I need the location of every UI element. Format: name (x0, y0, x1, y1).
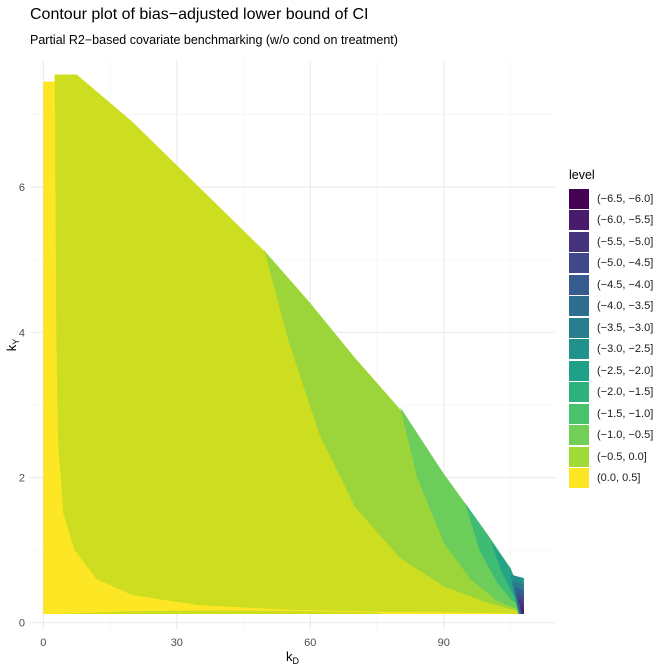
legend-label: (−5.5, −5.0] (597, 235, 654, 248)
x-tick-label: 0 (40, 637, 46, 649)
legend-swatch (569, 382, 589, 403)
legend-label: (−4.5, −4.0] (597, 278, 654, 291)
legend-item: (−6.0, −5.5] (569, 210, 653, 232)
region-lower-band (56, 610, 382, 614)
legend: level (−6.5, −6.0] (−6.0, −5.5] (−5.5, −5.… (569, 168, 653, 489)
x-tick-label: 60 (304, 637, 316, 649)
legend-swatch (569, 231, 589, 252)
legend-swatch (569, 296, 589, 317)
legend-swatch (569, 188, 589, 209)
legend-label: (−4.0, −3.5] (597, 300, 654, 313)
x-tick-label: 90 (438, 637, 450, 649)
legend-item: (−4.0, −3.5] (569, 296, 653, 318)
x-axis-label-subscript: D (293, 656, 300, 666)
legend-swatch (569, 403, 589, 424)
legend-swatch (569, 468, 589, 489)
legend-swatch (569, 317, 589, 338)
legend-swatch (569, 360, 589, 381)
legend-item: (−4.5, −4.0] (569, 274, 653, 296)
legend-item: (−2.0, −1.5] (569, 382, 653, 404)
tick-labels: 0 30 60 90 0 2 4 6 (19, 182, 450, 649)
y-tick-label: 6 (19, 182, 25, 194)
legend-swatch (569, 253, 589, 274)
legend-label: (−0.5, 0.0] (597, 450, 647, 463)
legend-label: (−6.5, −6.0] (597, 192, 654, 205)
legend-item: (−1.0, −0.5] (569, 425, 653, 447)
legend-items: (−6.5, −6.0] (−6.0, −5.5] (−5.5, −5.0] (−5.… (569, 188, 653, 489)
legend-label: (−1.5, −1.0] (597, 407, 654, 420)
legend-label: (0.0, 0.5] (597, 472, 641, 485)
legend-item: (−0.5, 0.0] (569, 446, 653, 468)
y-axis-label: kY (4, 339, 21, 352)
legend-label: (−3.5, −3.0] (597, 321, 654, 334)
legend-swatch (569, 339, 589, 360)
legend-label: (−5.0, −4.5] (597, 257, 654, 270)
legend-swatch (569, 446, 589, 467)
contour-regions (43, 74, 524, 615)
legend-label: (−2.0, −1.5] (597, 386, 654, 399)
legend-item: (−3.5, −3.0] (569, 317, 653, 339)
y-axis-label-subscript: Y (11, 339, 21, 345)
legend-item: (−5.0, −4.5] (569, 253, 653, 275)
y-tick-label: 0 (19, 618, 25, 630)
region-deep-6 (520, 605, 524, 614)
legend-label: (−3.0, −2.5] (597, 343, 654, 356)
legend-title: level (569, 168, 595, 182)
legend-item: (0.0, 0.5] (569, 468, 653, 490)
legend-item: (−5.5, −5.0] (569, 231, 653, 253)
legend-swatch (569, 425, 589, 446)
legend-item: (−3.0, −2.5] (569, 339, 653, 361)
legend-label: (−2.5, −2.0] (597, 364, 654, 377)
y-tick-label: 2 (19, 473, 25, 485)
legend-swatch (569, 274, 589, 295)
chart-title: Contour plot of bias−adjusted lower boun… (30, 6, 369, 23)
legend-swatch (569, 210, 589, 231)
legend-label: (−6.0, −5.5] (597, 214, 654, 227)
y-tick-label: 4 (19, 327, 25, 339)
legend-item: (−2.5, −2.0] (569, 360, 653, 382)
legend-item: (−1.5, −1.0] (569, 403, 653, 425)
x-axis-label: kD (286, 649, 300, 666)
legend-label: (−1.0, −0.5] (597, 429, 654, 442)
legend-item: (−6.5, −6.0] (569, 188, 653, 210)
x-tick-label: 30 (171, 637, 183, 649)
chart-subtitle: Partial R2−based covariate benchmarking … (30, 33, 398, 47)
